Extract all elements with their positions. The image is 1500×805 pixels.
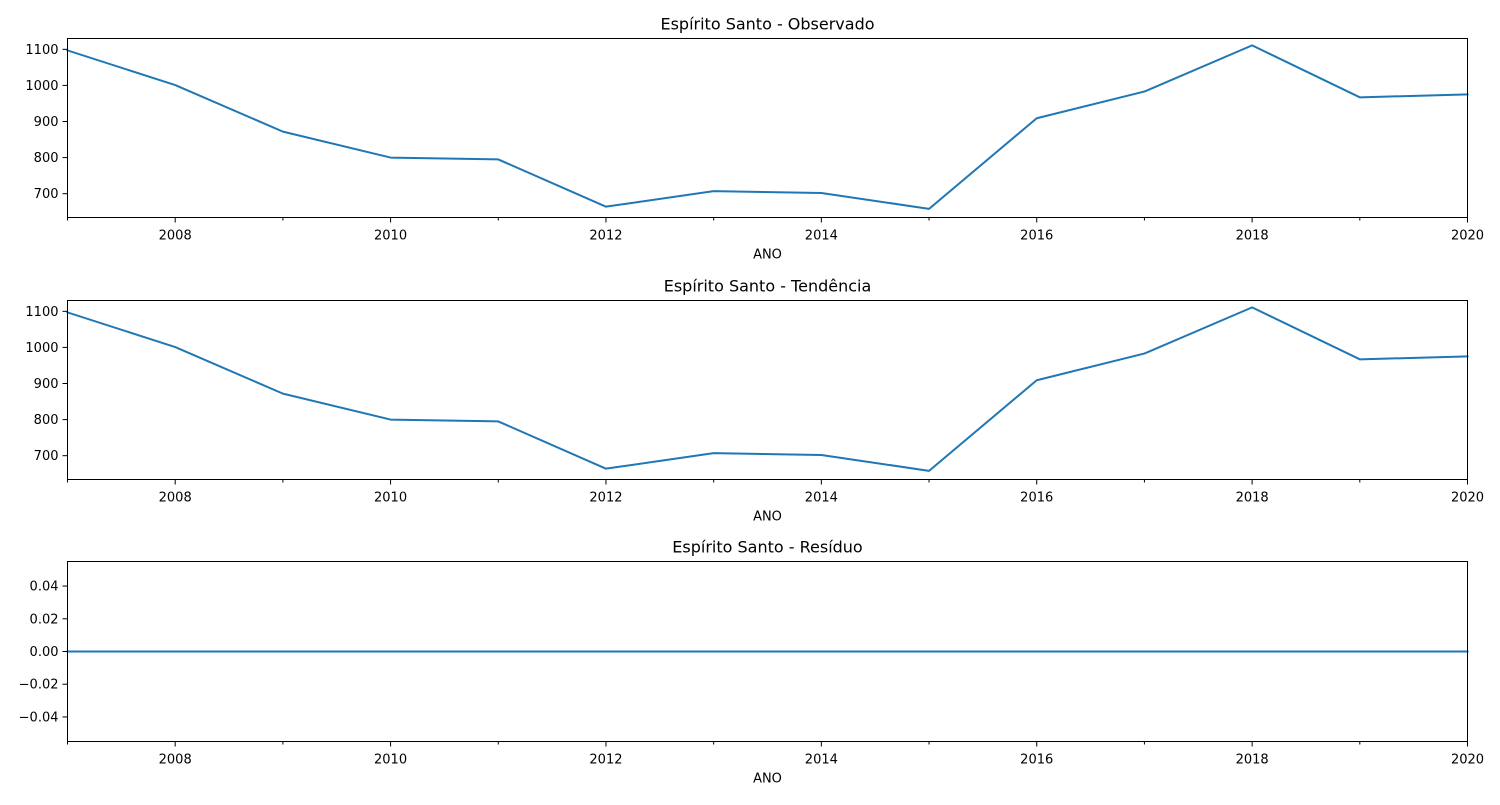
axes-frame: [67, 300, 1468, 480]
x-axis-label: ANO: [753, 510, 782, 525]
axes-frame: [67, 38, 1468, 218]
x-tick-label: 2008: [159, 491, 192, 506]
x-tick-label: 2020: [1451, 753, 1484, 768]
series-line: [66, 306, 1469, 472]
y-tick-label: −0.04: [19, 710, 59, 725]
y-tick-label: 1100: [25, 305, 58, 320]
y-tick-label: 800: [34, 151, 59, 166]
x-tick-label: 2016: [1020, 229, 1053, 244]
chart-title: Espírito Santo - Tendência: [664, 277, 872, 296]
x-tick-label: 2016: [1020, 753, 1053, 768]
x-tick-label: 2018: [1236, 229, 1269, 244]
x-tick-label: 2018: [1236, 753, 1269, 768]
series-line: [66, 44, 1469, 210]
x-tick-label: 2012: [589, 491, 622, 506]
chart-title: Espírito Santo - Observado: [660, 15, 874, 34]
x-tick-label: 2010: [374, 491, 407, 506]
x-tick-label: 2014: [805, 229, 838, 244]
y-tick-label: 700: [34, 187, 59, 202]
chart-panel-3: Espírito Santo - Resíduo 2008 2010 2012 2014…: [19, 538, 1484, 787]
x-tick-label: 2012: [589, 229, 622, 244]
x-tick-label: 2012: [589, 753, 622, 768]
y-tick-label: 0.04: [30, 580, 59, 595]
y-tick-label: 800: [34, 413, 59, 428]
x-tick-label: 2020: [1451, 491, 1484, 506]
x-tick-label: 2008: [159, 229, 192, 244]
x-axis-label: ANO: [753, 772, 782, 787]
x-tick-label: 2008: [159, 753, 192, 768]
chart-panel-2: Espírito Santo - Tendência 2008 2010 2012 20…: [25, 277, 1484, 525]
y-tick-label: 700: [34, 449, 59, 464]
x-tick-label: 2018: [1236, 491, 1269, 506]
x-axis-label: ANO: [753, 248, 782, 263]
y-tick-label: −0.02: [19, 678, 59, 693]
y-tick-label: 0.02: [30, 612, 59, 627]
x-tick-label: 2016: [1020, 491, 1053, 506]
x-tick-label: 2010: [374, 753, 407, 768]
y-tick-label: 900: [34, 377, 59, 392]
chart-panel-1: Espírito Santo - Observado 2008 2010 2012 20…: [25, 15, 1484, 263]
x-tick-label: 2010: [374, 229, 407, 244]
chart-title: Espírito Santo - Resíduo: [672, 538, 862, 557]
y-tick-label: 1000: [25, 341, 58, 356]
x-tick-label: 2014: [805, 753, 838, 768]
y-tick-label: 0.00: [30, 645, 59, 660]
x-tick-label: 2014: [805, 491, 838, 506]
y-tick-label: 1100: [25, 43, 58, 58]
y-tick-label: 900: [34, 115, 59, 130]
y-tick-label: 1000: [25, 79, 58, 94]
x-tick-label: 2020: [1451, 229, 1484, 244]
